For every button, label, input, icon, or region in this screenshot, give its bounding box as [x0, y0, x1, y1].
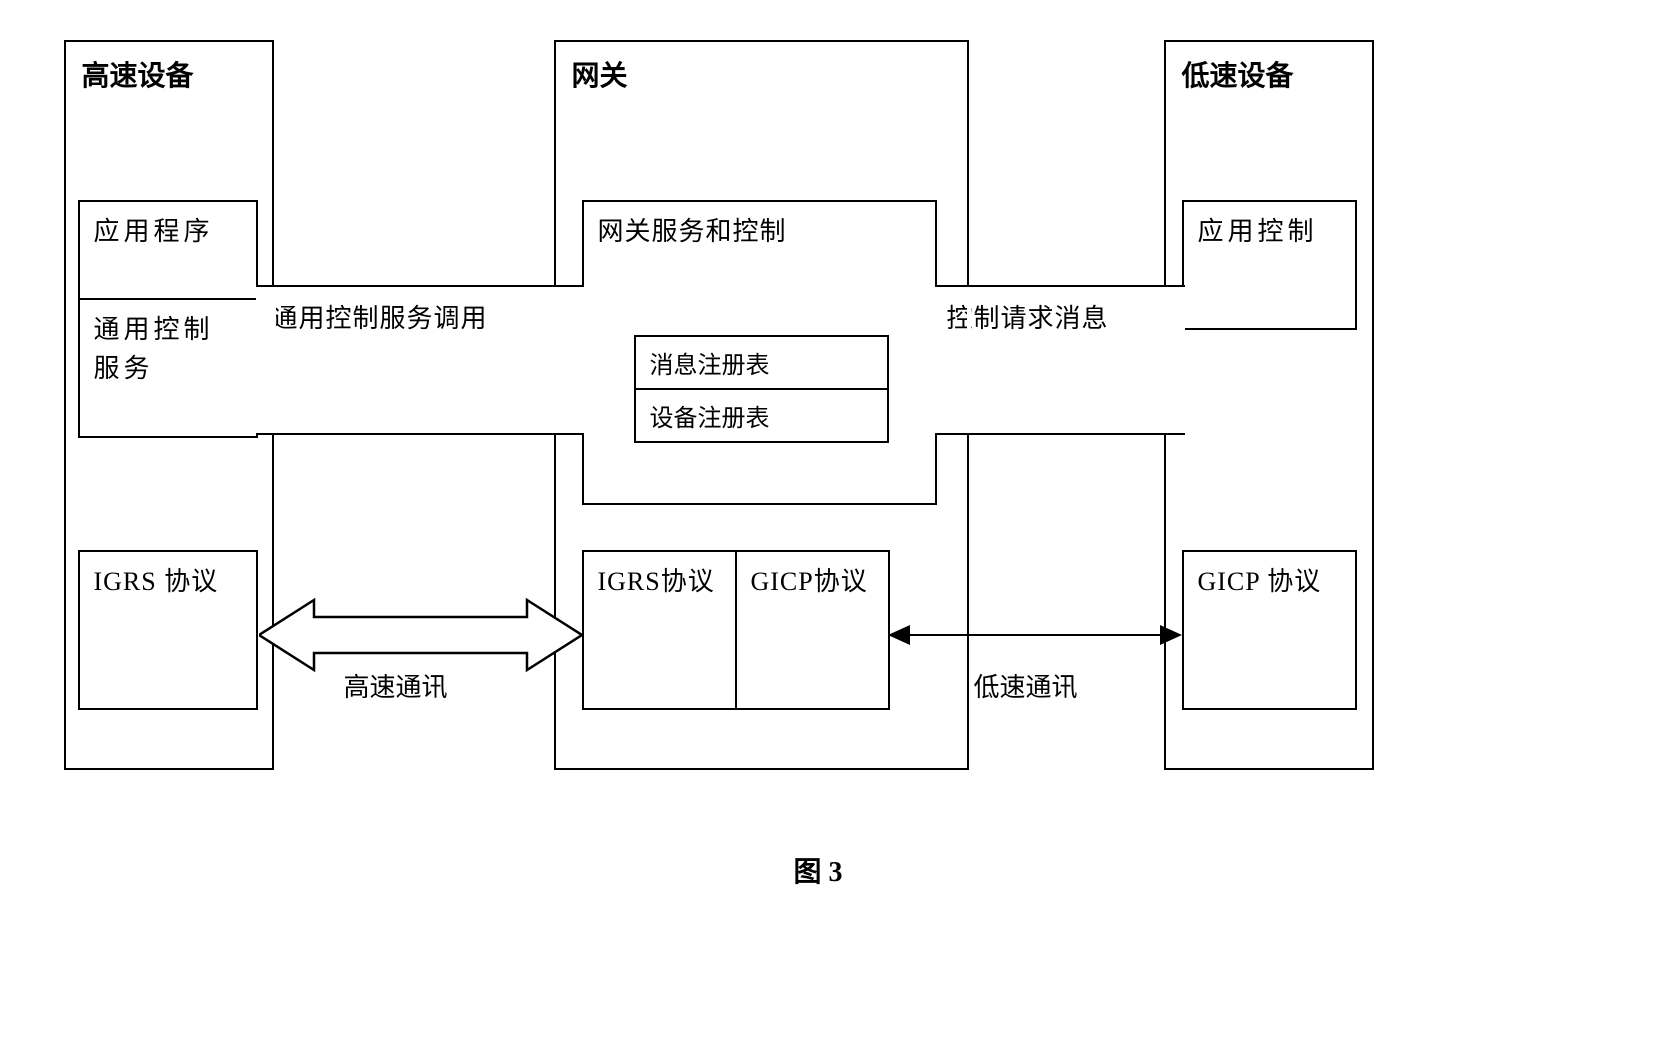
msg-table-label: 消息注册表 [650, 353, 770, 379]
right-proto-label: GICP 协议 [1198, 567, 1322, 596]
low-speed-label-text: 低速通讯 [974, 673, 1078, 702]
left-ctrl-label: 通用控制服务 [94, 315, 214, 383]
left-ctrl-box: 通用控制服务 [78, 298, 258, 438]
mask-l1 [272, 287, 276, 433]
left-device-title: 高速设备 [66, 42, 272, 106]
right-connector-box: 控制请求消息 [935, 285, 1185, 435]
gateway-igrs-label: IGRS协议 [598, 567, 715, 596]
high-speed-arrow [259, 595, 582, 675]
left-proto-box: IGRS 协议 [78, 550, 258, 710]
diagram-canvas: 高速设备 应用程序 通用控制服务 IGRS 协议 网关 网关服务和控制 消息注册… [34, 30, 1634, 930]
figure-label-text: 图 3 [794, 857, 843, 888]
dev-table-label: 设备注册表 [650, 406, 770, 432]
mask-r2 [1162, 287, 1166, 433]
mask-l2 [552, 287, 556, 433]
gateway-svc-label: 网关服务和控制 [598, 217, 787, 246]
high-speed-label-text: 高速通讯 [344, 673, 448, 702]
low-speed-arrow [888, 620, 1182, 650]
left-app-box: 应用程序 [78, 200, 258, 300]
right-app-label: 应用控制 [1198, 217, 1318, 246]
left-app-label: 应用程序 [94, 217, 214, 246]
right-app-box: 应用控制 [1182, 200, 1357, 330]
mask-r1 [967, 287, 971, 433]
dev-table-box: 设备注册表 [634, 388, 889, 443]
right-device-title: 低速设备 [1166, 42, 1372, 106]
left-connector-label: 通用控制服务调用 [272, 304, 488, 333]
low-speed-label: 低速通讯 [974, 670, 1078, 706]
figure-label: 图 3 [794, 850, 843, 890]
gateway-igrs-box: IGRS协议 [582, 550, 737, 710]
left-connector-box: 通用控制服务调用 [256, 285, 584, 435]
right-connector-label: 控制请求消息 [947, 304, 1109, 333]
gateway-gicp-label: GICP协议 [751, 567, 868, 596]
msg-table-box: 消息注册表 [634, 335, 889, 390]
gateway-title: 网关 [556, 42, 967, 106]
gateway-gicp-box: GICP协议 [735, 550, 890, 710]
right-proto-box: GICP 协议 [1182, 550, 1357, 710]
left-proto-label: IGRS 协议 [94, 567, 219, 596]
high-speed-label: 高速通讯 [344, 670, 448, 706]
